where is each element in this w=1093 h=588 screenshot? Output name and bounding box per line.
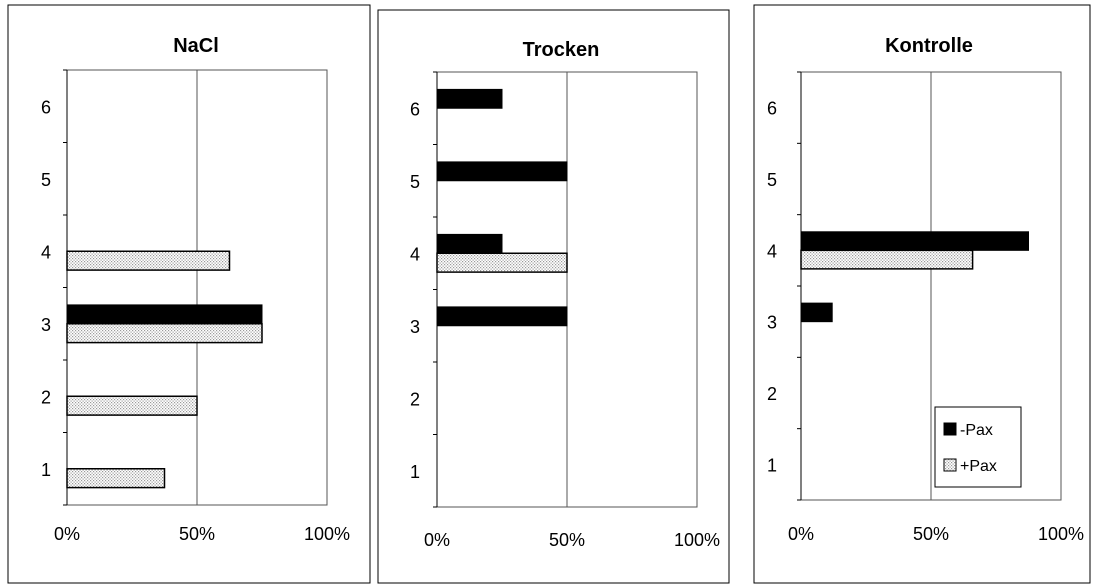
y-tick-label: 2 (410, 389, 420, 409)
x-tick-label: 50% (549, 530, 585, 550)
panel-frame (753, 4, 1091, 584)
bar-plus-pax (66, 468, 166, 489)
y-tick-label: 4 (410, 244, 420, 264)
bar-minus-pax (66, 304, 263, 325)
chart-panel-nacl: NaCl 1 2 3 4 5 6 0% 50% 100% (7, 4, 371, 584)
x-tick-label: 0% (54, 524, 80, 544)
chart-panel-trocken: Trocken 1 2 3 4 5 6 0% 50% 100% (377, 9, 730, 584)
y-tick-label: 3 (41, 315, 51, 335)
x-tick-label: 0% (788, 524, 814, 544)
bar-minus-pax (436, 306, 568, 327)
x-tick-label: 100% (674, 530, 720, 550)
panel-frame (377, 9, 730, 584)
y-tick-label: 5 (410, 172, 420, 192)
bar-minus-pax (436, 233, 503, 254)
y-tick-label: 3 (767, 313, 777, 333)
y-tick-label: 2 (767, 384, 777, 404)
x-tick-label: 0% (424, 530, 450, 550)
bar-minus-pax (436, 88, 503, 109)
y-tick-label: 6 (767, 99, 777, 119)
plot-area: 1 2 3 4 5 6 0% 50% 100% (410, 71, 720, 550)
x-tick-label: 100% (304, 524, 350, 544)
y-tick-label: 6 (410, 99, 420, 119)
legend-label-plus-pax: +Pax (960, 458, 997, 475)
legend: -Pax +Pax (934, 406, 1022, 488)
y-tick-label: 6 (41, 97, 51, 117)
chart-title: Kontrolle (885, 35, 973, 57)
x-tick-label: 50% (913, 524, 949, 544)
legend-swatch-minus-pax (943, 422, 957, 436)
chart-title: NaCl (173, 35, 219, 57)
panel-frame (7, 4, 371, 584)
bar-minus-pax (800, 302, 833, 323)
y-tick-label: 5 (41, 170, 51, 190)
bar-plus-pax (66, 250, 231, 271)
legend-box (934, 406, 1022, 488)
y-tick-label: 3 (410, 317, 420, 337)
legend-swatch-plus-pax (943, 458, 957, 472)
chart-title: Trocken (523, 39, 600, 61)
bar-plus-pax (66, 323, 263, 344)
y-tick-label: 2 (41, 387, 51, 407)
x-tick-label: 100% (1038, 524, 1084, 544)
bar-plus-pax (800, 249, 974, 270)
bar-plus-pax (66, 395, 198, 416)
bar-minus-pax (436, 161, 568, 182)
y-tick-label: 5 (767, 170, 777, 190)
plot-area: 1 2 3 4 5 6 0% 50% 100% (767, 71, 1084, 544)
y-tick-label: 1 (41, 460, 51, 480)
y-tick-label: 4 (767, 241, 777, 261)
bar-plus-pax (436, 252, 568, 273)
chart-panel-kontrolle: Kontrolle 1 2 3 4 5 6 0% 50% 100% -Pax +Pax (753, 4, 1091, 584)
y-tick-label: 1 (410, 462, 420, 482)
x-tick-label: 50% (179, 524, 215, 544)
bar-minus-pax (800, 231, 1029, 251)
y-tick-label: 4 (41, 242, 51, 262)
legend-label-minus-pax: -Pax (960, 422, 993, 439)
y-tick-label: 1 (767, 455, 777, 475)
plot-area: 1 2 3 4 5 6 0% 50% 100% (41, 69, 350, 544)
